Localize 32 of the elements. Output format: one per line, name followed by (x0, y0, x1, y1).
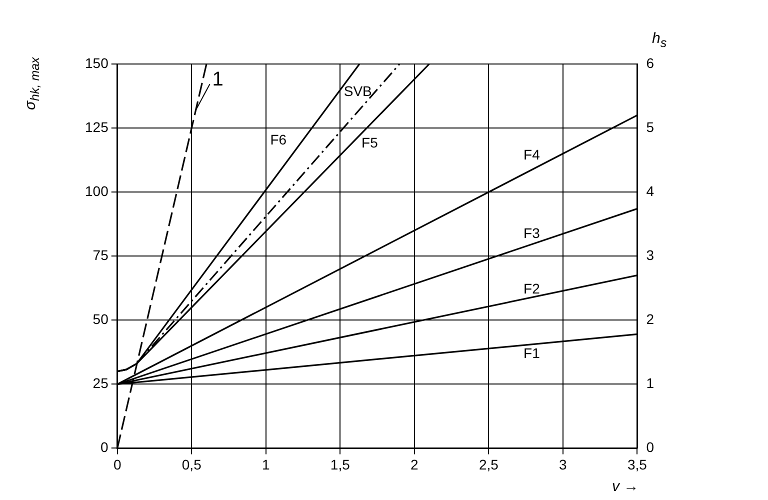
y-tick-label: 25 (92, 375, 109, 392)
x-tick-label: 2 (410, 456, 419, 472)
y2-tick-label: 4 (646, 182, 654, 199)
x-tick-label: 0,5 (182, 456, 202, 472)
x-tick-label: 0 (113, 456, 122, 472)
y2-tick-label: 1 (646, 375, 654, 392)
y2-tick-label: 2 (646, 310, 654, 327)
series-label: F5 (362, 134, 378, 150)
y2-tick-label: 3 (646, 246, 654, 263)
y2-axis-title: h$_{s}$ (652, 30, 667, 50)
y-tick-label: 100 (85, 182, 109, 199)
x-tick-label: 3 (559, 456, 568, 472)
y2-tick-label: 5 (646, 118, 654, 135)
y-tick-label: 125 (85, 118, 109, 135)
y2-tick-label: 0 (646, 439, 654, 456)
y-tick-label: 75 (92, 246, 109, 263)
x-tick-label: 3,5 (627, 456, 648, 472)
y-tick-label: 150 (85, 54, 109, 71)
x-tick-label: 2,5 (478, 456, 499, 472)
x-axis-title: v → (612, 478, 639, 495)
series-label: F2 (524, 280, 540, 296)
series-label: SVB (344, 83, 372, 100)
y2-tick-label: 6 (646, 54, 654, 71)
series-label: F6 (270, 132, 287, 148)
y-tick-label: 50 (92, 310, 109, 327)
series-label: F4 (524, 146, 540, 163)
series-label: 1 (212, 68, 224, 91)
x-tick-label: 1 (262, 456, 270, 472)
series-label: F1 (524, 345, 540, 362)
y-tick-label: 0 (100, 439, 109, 456)
series-label: F3 (524, 225, 540, 242)
x-tick-label: 1,5 (330, 456, 350, 472)
